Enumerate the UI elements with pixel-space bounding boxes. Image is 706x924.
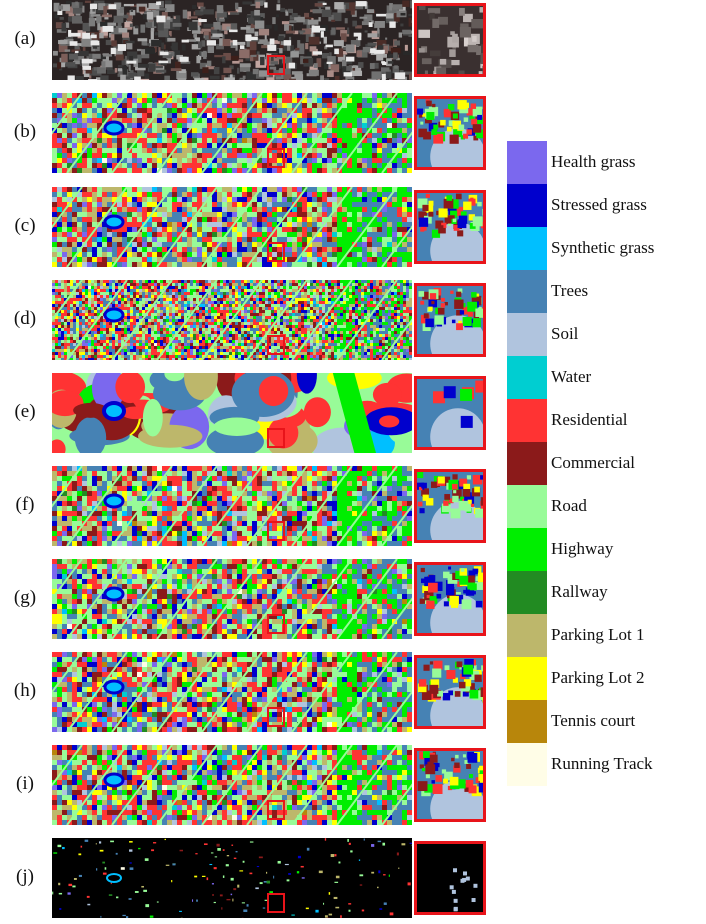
zoomed-inset [414,376,486,450]
classification-map [52,280,412,360]
legend-item-tennis-court: Tennis court [507,700,682,743]
row-label: (e) [14,401,36,422]
legend-label: Residential [551,410,628,429]
zoomed-inset [414,655,486,729]
zoomed-inset [414,562,486,636]
legend-label: Running Track [551,754,653,773]
zoom-region-marker [267,893,285,913]
row-label: (c) [14,215,36,236]
legend-item-trees: Trees [507,270,682,313]
legend-item-railway: Rallway [507,571,682,614]
row-label: (h) [13,680,37,701]
legend-swatch [507,657,547,700]
zoom-region-marker [267,521,285,541]
legend-item-parking-lot-2: Parking Lot 2 [507,657,682,700]
row-label: (i) [16,773,34,794]
legend-swatch [507,313,547,356]
row-label: (d) [13,308,37,329]
zoom-region-marker [267,242,285,262]
legend-swatch [507,700,547,743]
legend-label: Parking Lot 1 [551,625,645,644]
classification-map [52,466,412,546]
zoomed-inset [414,469,486,543]
legend-item-water: Water [507,356,682,399]
legend-item-soil: Soil [507,313,682,356]
legend-swatch [507,571,547,614]
zoom-region-marker [267,428,285,448]
zoom-region-marker [267,800,285,820]
legend-label: Road [551,496,587,515]
legend-swatch [507,442,547,485]
zoom-region-marker [267,707,285,727]
legend-item-health-grass: Health grass [507,141,682,184]
legend-item-stressed-grass: Stressed grass [507,184,682,227]
legend-swatch [507,743,547,786]
legend-swatch [507,614,547,657]
legend-label: Rallway [551,582,608,601]
zoom-region-marker [267,55,285,75]
legend-item-commercial: Commercial [507,442,682,485]
legend-item-running-track: Running Track [507,743,682,786]
classification-map [52,93,412,173]
legend-label: Trees [551,281,589,300]
row-label: (b) [13,121,37,142]
legend-item-residential: Residential [507,399,682,442]
zoom-region-marker [267,148,285,168]
zoomed-inset [414,96,486,170]
legend-label: Health grass [551,152,636,171]
legend-swatch [507,528,547,571]
legend-swatch [507,399,547,442]
row-label: (f) [15,494,35,515]
classification-map [52,838,412,918]
legend-label: Tennis court [551,711,636,730]
classification-map [52,0,412,80]
legend-swatch [507,270,547,313]
legend-swatch [507,141,547,184]
zoom-region-marker [267,335,285,355]
legend-item-parking-lot-1: Parking Lot 1 [507,614,682,657]
row-label: (g) [13,587,37,608]
zoomed-inset [414,190,486,264]
zoom-region-marker [267,614,285,634]
legend-label: Soil [551,324,579,343]
classification-map [52,652,412,732]
legend-label: Commercial [551,453,636,472]
legend-swatch [507,227,547,270]
legend-item-road: Road [507,485,682,528]
row-label: (a) [14,28,36,49]
class-legend: Health grass Stressed grass Synthetic gr… [507,141,682,786]
legend-swatch [507,356,547,399]
legend-label: Water [551,367,592,386]
classification-map [52,373,412,453]
zoomed-inset [414,3,486,77]
legend-swatch [507,184,547,227]
legend-item-synthetic-grass: Synthetic grass [507,227,682,270]
legend-label: Synthetic grass [551,238,655,257]
zoomed-inset [414,748,486,822]
legend-label: Stressed grass [551,195,647,214]
zoomed-inset [414,841,486,915]
zoomed-inset [414,283,486,357]
legend-label: Parking Lot 2 [551,668,645,687]
classification-map [52,187,412,267]
legend-swatch [507,485,547,528]
classification-map [52,745,412,825]
row-label: (j) [16,866,34,887]
legend-label: Highway [551,539,614,558]
classification-map [52,559,412,639]
legend-item-highway: Highway [507,528,682,571]
